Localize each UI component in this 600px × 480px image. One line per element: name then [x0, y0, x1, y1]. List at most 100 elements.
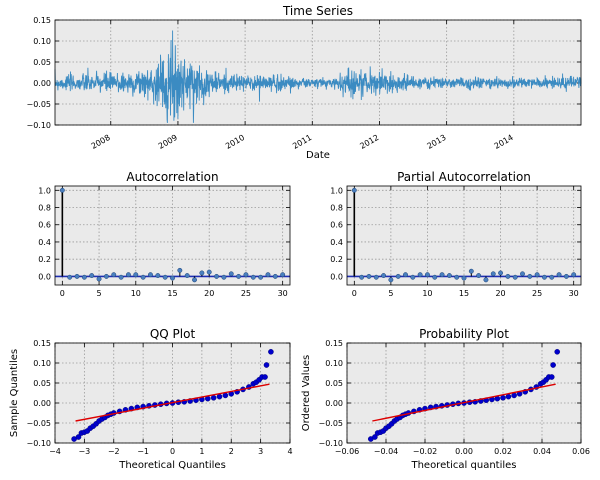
pacf-title: Partial Autocorrelation	[397, 170, 531, 184]
acf-marker	[148, 272, 153, 278]
prob-point	[548, 374, 555, 380]
pacf-xtick-label: 0	[352, 289, 357, 298]
pacf-marker	[461, 275, 467, 281]
pacf-marker	[359, 274, 365, 280]
pacf-marker	[417, 272, 423, 278]
acf-ytick-label: 0.8	[38, 204, 51, 213]
acf-marker	[250, 274, 256, 280]
pacf-marker	[520, 271, 525, 277]
acf-marker	[280, 272, 286, 278]
acf-marker	[184, 273, 190, 278]
pacf-marker	[381, 273, 387, 278]
pacf-ytick-label: 0.6	[330, 221, 343, 230]
acf-marker	[228, 271, 234, 277]
acf-border	[54, 185, 291, 286]
pacf-marker	[571, 272, 577, 278]
pacf-marker	[498, 270, 504, 276]
acf-ytick-label: 0.6	[38, 221, 51, 230]
pacf-marker	[505, 273, 511, 279]
acf-marker	[89, 273, 95, 278]
pacf-marker	[373, 274, 379, 280]
pacf-marker	[439, 272, 445, 278]
prob-ytick-label: −0.10	[318, 439, 343, 448]
acf-marker	[162, 274, 168, 280]
qq-ytick-label: 0.05	[33, 379, 51, 388]
pacf-marker	[410, 274, 416, 280]
prob-point	[505, 393, 512, 400]
acf-marker	[192, 277, 197, 283]
prob-xlabel: Theoretical quantiles	[410, 460, 516, 471]
acf-marker	[96, 276, 102, 282]
pacf-stems	[351, 187, 577, 283]
pacf-marker	[454, 274, 460, 280]
pacf-marker	[446, 273, 452, 278]
time_series-border	[54, 19, 582, 126]
acf-ytick-label: 0.0	[38, 272, 51, 281]
qq-xlabel: Theoretical Quantiles	[118, 460, 226, 471]
pacf-xtick-label: 30	[569, 289, 579, 298]
pacf-marker	[388, 277, 394, 283]
pacf-marker	[424, 272, 430, 278]
pacf-ytick-label: 0.8	[330, 204, 343, 213]
acf-stems	[59, 187, 286, 283]
acf-xtick-label: 30	[278, 289, 288, 298]
prob-xtick-label: −0.06	[335, 447, 360, 456]
pacf-marker	[512, 274, 518, 280]
prob-ylabel: Ordered Values	[301, 355, 312, 432]
prob-fit-line	[372, 383, 556, 422]
qq-point	[216, 393, 223, 400]
pacf-marker	[395, 273, 401, 279]
time_series-title: Time Series	[282, 4, 353, 18]
time_series-ytick-label: 0.10	[33, 37, 51, 46]
pacf-marker	[468, 268, 474, 274]
acf-marker	[177, 267, 183, 273]
time_series-xtick-label: 2009	[157, 133, 179, 151]
acf-marker	[140, 274, 146, 280]
pacf-marker	[556, 272, 562, 278]
prob-point	[550, 362, 556, 368]
qq-ylabel: Sample Quantiles	[9, 349, 20, 437]
acf-marker	[199, 270, 205, 276]
time_series-xtick-label: 2010	[224, 133, 246, 151]
acf-marker	[170, 275, 175, 281]
pacf-xtick-label: 20	[495, 289, 505, 298]
pacf-xtick-label: 10	[422, 289, 432, 298]
acf-marker	[67, 274, 73, 280]
acf-marker	[258, 274, 264, 280]
qq-ytick-label: −0.10	[26, 439, 51, 448]
acf-title: Autocorrelation	[126, 170, 218, 184]
prob-point	[500, 394, 506, 401]
pacf-marker	[483, 277, 489, 283]
pacf-marker	[534, 272, 540, 278]
qq-border	[54, 342, 291, 444]
acf-ytick-label: 1.0	[38, 186, 51, 195]
acf-marker	[221, 274, 227, 280]
acf-xtick-label: 15	[167, 289, 177, 298]
pacf-panel: 0.0 0.2 0.4 0.6 0.8 1.0 0 5 10 15 20 25 30 Partial Au…	[330, 170, 582, 298]
acf-xtick-label: 0	[60, 289, 65, 298]
qq-xtick-label: 3	[258, 447, 263, 456]
acf-xtick-label: 10	[131, 289, 141, 298]
pacf-ytick-label: 0.4	[330, 238, 343, 247]
prob-ytick-label: 0.00	[325, 399, 343, 408]
time_series-ytick-label: 0.15	[33, 16, 51, 25]
prob-ytick-label: 0.05	[325, 379, 343, 388]
pacf-ytick-label: 0.2	[330, 255, 343, 264]
acf-marker	[236, 273, 242, 279]
qq-ytick-label: 0.15	[33, 339, 51, 348]
time_series-background	[55, 20, 581, 125]
pacf-xtick-label: 15	[459, 289, 469, 298]
qq-title: QQ Plot	[150, 327, 196, 341]
acf-xtick-label: 5	[97, 289, 102, 298]
pacf-grid	[347, 186, 581, 285]
acf-marker	[265, 272, 271, 278]
time_series-ytick-label: −0.05	[26, 100, 51, 109]
acf-marker	[118, 274, 124, 280]
qq-point	[75, 434, 82, 440]
qq-ytick-label: 0.10	[33, 359, 51, 368]
time_series-xtick-label: 2013	[426, 133, 448, 151]
qq-points	[71, 348, 274, 442]
qq-xtick-label: 1	[199, 447, 204, 456]
time-series-line	[54, 30, 582, 123]
